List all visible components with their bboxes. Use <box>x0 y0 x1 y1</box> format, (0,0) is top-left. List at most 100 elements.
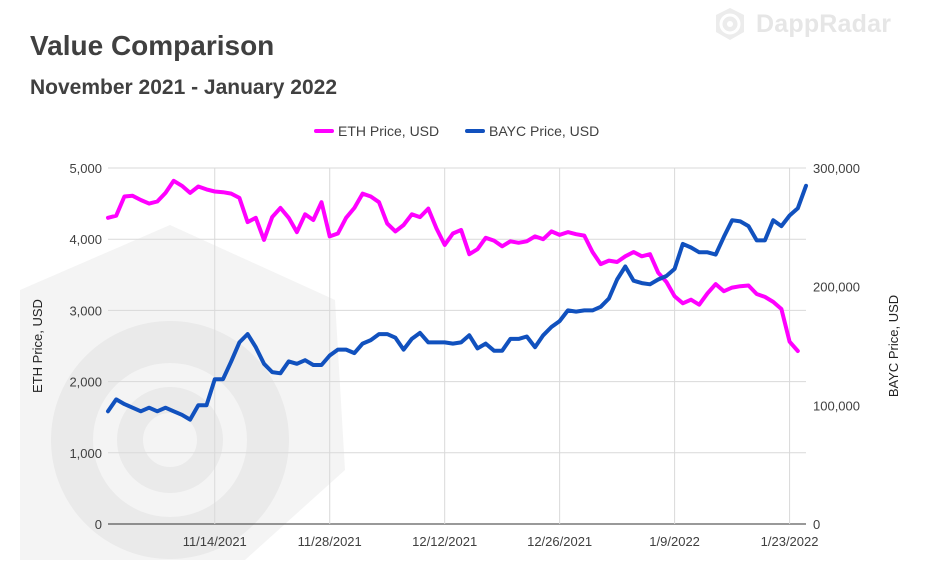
data-point-bayc <box>180 413 184 417</box>
y-left-tick-label: 4,000 <box>69 232 102 247</box>
data-point-bayc <box>476 346 480 350</box>
data-point-eth <box>229 192 233 196</box>
data-point-bayc <box>418 331 422 335</box>
series-line-bayc <box>106 183 808 422</box>
data-point-eth <box>484 236 488 240</box>
data-point-bayc <box>697 250 701 254</box>
y-left-tick-label: 1,000 <box>69 446 102 461</box>
y-left-axis-title: ETH Price, USD <box>30 299 45 393</box>
x-tick-label: 1/23/2022 <box>761 534 819 549</box>
data-point-bayc <box>254 345 258 349</box>
data-point-eth <box>344 216 348 220</box>
data-point-eth <box>459 228 463 232</box>
data-point-eth <box>763 295 767 299</box>
data-point-eth <box>336 232 340 236</box>
data-point-eth <box>796 349 800 353</box>
data-point-bayc <box>796 206 800 210</box>
data-point-bayc <box>155 409 159 413</box>
data-point-bayc <box>566 308 570 312</box>
data-point-eth <box>541 237 545 241</box>
data-point-bayc <box>205 403 209 407</box>
y-left-tick-label: 0 <box>95 517 102 532</box>
data-point-eth <box>714 282 718 286</box>
data-point-bayc <box>270 370 274 374</box>
data-point-bayc <box>451 342 455 346</box>
data-point-bayc <box>328 353 332 357</box>
data-point-bayc <box>139 409 143 413</box>
data-point-bayc <box>352 351 356 355</box>
data-point-bayc <box>484 342 488 346</box>
y-right-tick-label: 200,000 <box>813 280 860 295</box>
data-point-bayc <box>361 342 365 346</box>
data-point-bayc <box>402 348 406 352</box>
data-point-bayc <box>673 267 677 271</box>
x-tick-label: 11/14/2021 <box>183 534 247 549</box>
data-point-bayc <box>714 253 718 257</box>
data-point-eth <box>730 286 734 290</box>
data-point-bayc <box>246 332 250 336</box>
data-point-eth <box>590 250 594 254</box>
data-point-eth <box>673 294 677 298</box>
data-point-eth <box>771 300 775 304</box>
data-point-bayc <box>147 406 151 410</box>
data-point-eth <box>434 227 438 231</box>
data-point-eth <box>574 232 578 236</box>
data-point-eth <box>418 215 422 219</box>
data-point-eth <box>517 241 521 245</box>
data-point-eth <box>656 271 660 275</box>
data-point-bayc <box>771 218 775 222</box>
data-point-eth <box>426 207 430 211</box>
data-point-eth <box>352 206 356 210</box>
data-point-bayc <box>549 325 553 329</box>
data-point-eth <box>525 239 529 243</box>
y-right-tick-label: 100,000 <box>813 398 860 413</box>
legend-label: BAYC Price, USD <box>489 123 599 139</box>
data-point-bayc <box>221 377 225 381</box>
data-point-eth <box>607 259 611 263</box>
data-point-eth <box>221 190 225 194</box>
x-tick-label: 11/28/2021 <box>298 534 362 549</box>
data-point-eth <box>361 192 365 196</box>
data-point-eth <box>278 206 282 210</box>
data-point-eth <box>393 229 397 233</box>
dappradar-logo-icon <box>716 8 744 40</box>
data-point-bayc <box>262 362 266 366</box>
series-line-eth <box>106 178 800 353</box>
data-point-bayc <box>410 337 414 341</box>
data-point-eth <box>722 289 726 293</box>
data-point-bayc <box>582 308 586 312</box>
data-point-bayc <box>434 340 438 344</box>
data-point-bayc <box>558 319 562 323</box>
data-point-bayc <box>632 279 636 283</box>
data-point-bayc <box>664 274 668 278</box>
data-point-eth <box>180 184 184 188</box>
data-point-eth <box>533 234 537 238</box>
chart-subtitle: November 2021 - January 2022 <box>30 76 338 99</box>
data-point-eth <box>623 254 627 258</box>
y-left-tick-label: 2,000 <box>69 375 102 390</box>
data-point-eth <box>451 232 455 236</box>
data-point-eth <box>779 307 783 311</box>
data-point-eth <box>500 244 504 248</box>
legend-label: ETH Price, USD <box>338 123 439 139</box>
data-point-bayc <box>747 224 751 228</box>
data-point-eth <box>648 252 652 256</box>
x-tick-label: 1/9/2022 <box>649 534 700 549</box>
x-tick-label: 12/12/2021 <box>412 534 477 549</box>
data-point-eth <box>632 250 636 254</box>
data-point-eth <box>566 230 570 234</box>
data-point-eth <box>188 191 192 195</box>
data-point-eth <box>705 291 709 295</box>
data-point-eth <box>582 234 586 238</box>
data-point-bayc <box>229 359 233 363</box>
data-point-eth <box>689 298 693 302</box>
data-point-eth <box>492 239 496 243</box>
data-point-bayc <box>574 310 578 314</box>
data-point-bayc <box>722 235 726 239</box>
chart-title: Value Comparison <box>30 30 275 61</box>
data-point-eth <box>246 220 250 224</box>
data-point-bayc <box>426 340 430 344</box>
data-point-bayc <box>385 332 389 336</box>
data-point-eth <box>788 340 792 344</box>
